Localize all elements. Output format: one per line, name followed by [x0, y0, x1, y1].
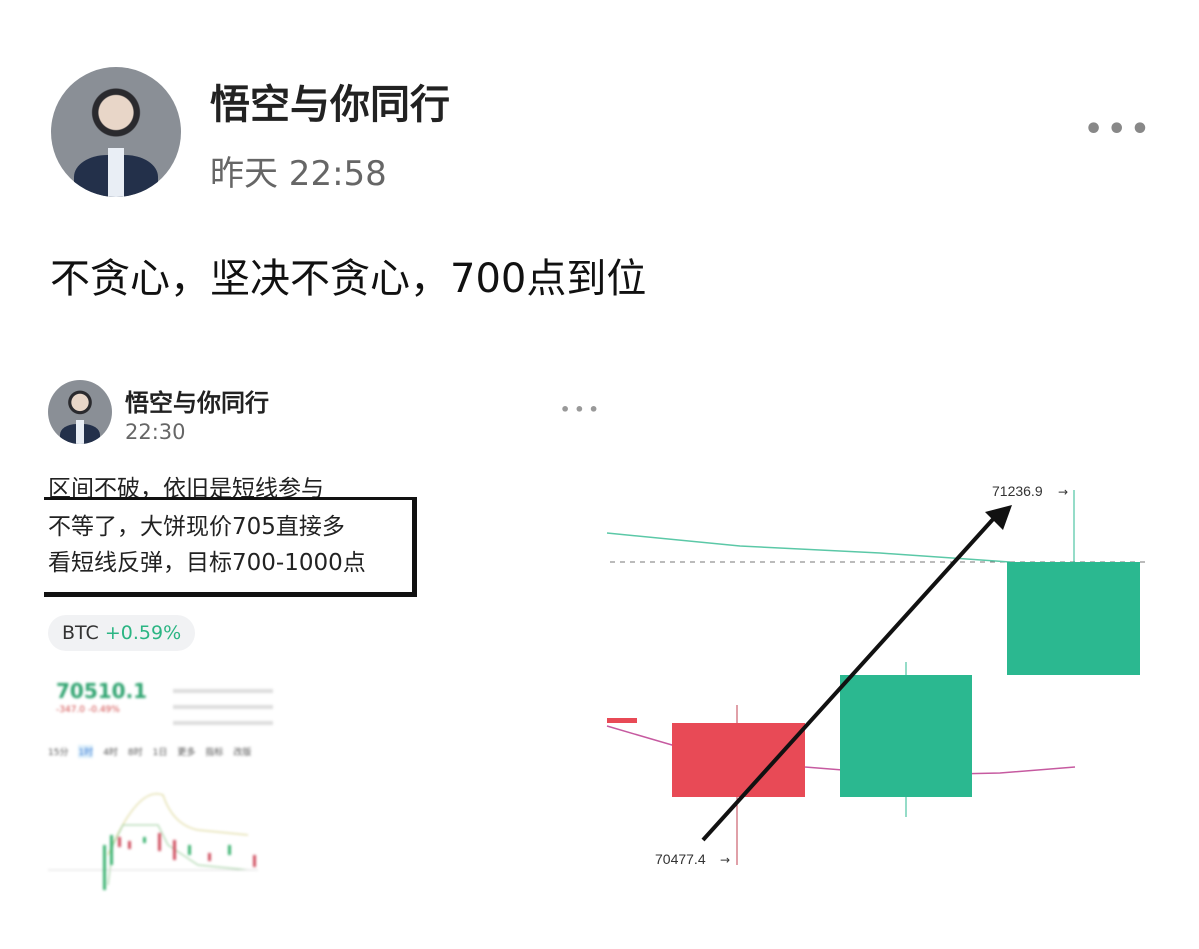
arrow-right-icon: → [1058, 485, 1068, 499]
arrow-head-icon [985, 505, 1012, 530]
ticker-symbol: BTC [62, 622, 99, 644]
mini-change-pct: -0.49% [88, 705, 120, 715]
author-name[interactable]: 悟空与你同行 [210, 82, 450, 128]
candle-2 [840, 675, 972, 797]
embedded-line-2: 不等了，大饼现价705直接多 [48, 514, 345, 540]
mini-change-abs: -347.0 [56, 705, 86, 715]
interval: 1日 [152, 748, 168, 758]
ticker-change: +0.59% [104, 622, 182, 644]
interval: 8时 [127, 748, 143, 758]
post-time: 昨天 22:58 [210, 154, 387, 194]
candle-1 [672, 723, 805, 797]
highlight-box [44, 497, 417, 597]
mini-price: 70510.1 [56, 679, 148, 703]
partial-candle [607, 718, 637, 723]
interval: 改版 [233, 748, 252, 758]
embedded-line-3: 看短线反弹，目标700-1000点 [48, 550, 366, 576]
post-text: 不贪心，坚决不贪心，700点到位 [50, 256, 647, 302]
embedded-time: 22:30 [125, 420, 186, 444]
embedded-author: 悟空与你同行 [125, 389, 269, 417]
interval-selected: 1时 [78, 745, 94, 758]
mini-stats [173, 683, 273, 733]
mini-chart-screenshot: 70510.1 -347.0 -0.49% 15分 1时 4时 8时 1日 更多… [48, 655, 293, 895]
embedded-more-icon: ••• [560, 400, 603, 419]
interval: 4时 [103, 748, 118, 758]
interval: 15分 [48, 748, 69, 758]
candle-3 [1007, 562, 1140, 675]
ticker-pill: BTC +0.59% [48, 615, 196, 651]
ma-line-teal [606, 532, 1011, 563]
author-avatar[interactable] [51, 67, 181, 197]
arrow-right-icon: → [720, 853, 730, 867]
low-label: 70477.4 [655, 851, 706, 867]
mini-candles [48, 793, 258, 890]
interval: 更多 [177, 748, 196, 758]
embedded-avatar [48, 380, 112, 444]
arrow-line [701, 515, 997, 842]
more-dots-icon[interactable]: ••• [1084, 112, 1154, 147]
interval: 指标 [205, 748, 224, 758]
high-label: 71236.9 [992, 483, 1043, 499]
mini-intervals: 15分 1时 4时 8时 1日 更多 指标 改版 [48, 745, 293, 758]
